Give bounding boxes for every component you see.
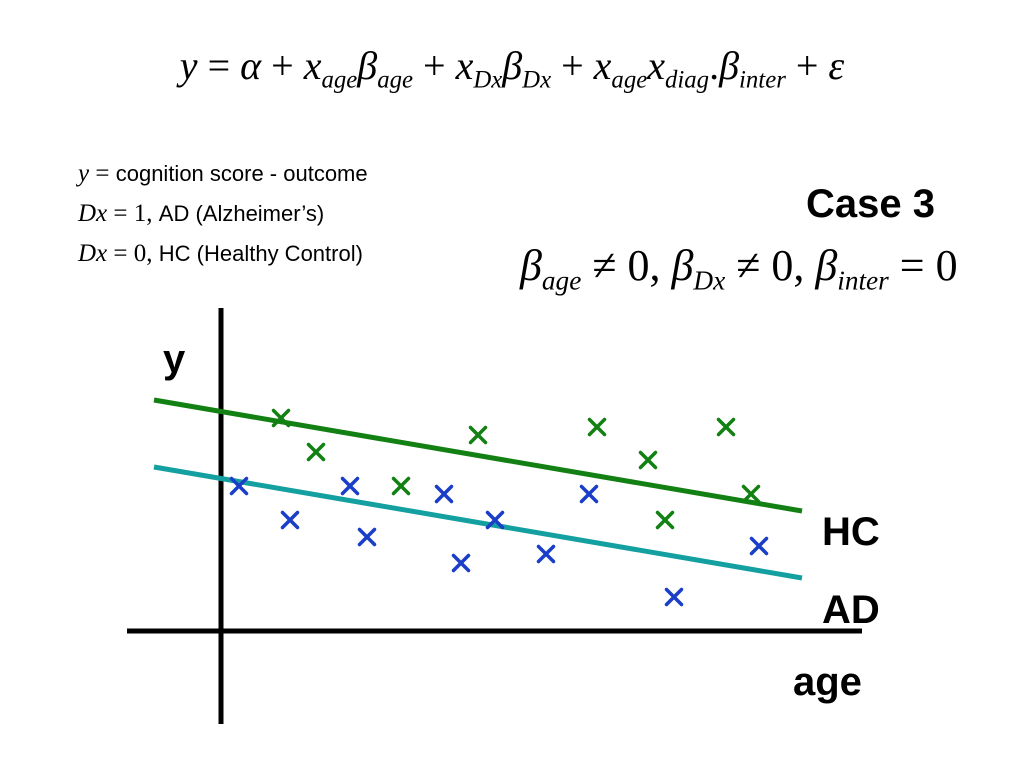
hc-trend-line [153, 397, 803, 514]
case-beta-inter: β [815, 241, 838, 290]
eq-sub-age-1: age [321, 66, 358, 94]
ad-marker [485, 510, 505, 530]
case-beta-age: β [520, 241, 542, 290]
ad-marker [340, 476, 360, 496]
ad-marker [280, 510, 300, 530]
eq-beta-dx: β [502, 43, 523, 88]
ad-line-label: AD [822, 588, 880, 632]
eq-x-diag: x [647, 43, 665, 88]
case-sub-dx: Dx [693, 265, 726, 296]
def-hc-equals: = 0, [107, 240, 159, 267]
ad-marker [749, 536, 769, 556]
eq-sub-dx-2: Dx [522, 66, 552, 94]
hc-markers [271, 408, 761, 530]
eq-beta-age: β [357, 43, 378, 88]
eq-epsilon: ε [828, 43, 845, 88]
ad-marker [579, 484, 599, 504]
hc-marker [716, 417, 736, 437]
hc-marker [587, 417, 607, 437]
hc-marker [468, 425, 488, 445]
eq-x-dx: x [455, 43, 474, 88]
ad-marker [536, 544, 556, 564]
definition-ad: Dx = 1, AD (Alzheimer’s) [78, 200, 324, 228]
ad-marker [229, 476, 249, 496]
case-neq-1: ≠ 0, [581, 241, 672, 290]
hc-marker [655, 510, 675, 530]
hc-marker [306, 442, 326, 462]
def-ad-symbol: Dx [78, 200, 108, 227]
eq-equals: = [197, 43, 241, 88]
case-neq-2: ≠ 0, [725, 241, 816, 290]
case-sub-inter: inter [837, 265, 889, 296]
def-ad-text: AD (Alzheimer’s) [158, 201, 325, 226]
hc-marker [638, 450, 658, 470]
def-y-symbol: y [78, 160, 90, 187]
ad-trend-line [153, 464, 803, 581]
ad-marker [664, 587, 684, 607]
ad-marker [451, 553, 471, 573]
case-eq-0: = 0 [888, 241, 958, 290]
case-beta-dx: β [671, 241, 694, 290]
eq-plus-1: + [261, 43, 304, 88]
eq-plus-3: + [551, 43, 594, 88]
def-y-equals: = [89, 160, 116, 187]
y-axis-label: y [163, 337, 186, 381]
eq-x-age-2: x [593, 43, 612, 88]
eq-y: y [179, 43, 198, 88]
definition-hc: Dx = 0, HC (Healthy Control) [78, 240, 363, 268]
def-hc-text: HC (Healthy Control) [158, 241, 363, 266]
eq-dot: . [709, 43, 720, 88]
eq-alpha: α [240, 43, 262, 88]
eq-sub-age-3: age [611, 66, 648, 94]
eq-sub-inter: inter [739, 66, 786, 94]
case-condition: βage ≠ 0, βDx ≠ 0, βinter = 0 [520, 240, 958, 294]
def-hc-symbol: Dx [78, 240, 108, 267]
case-sub-age: age [541, 265, 582, 296]
case-title: Case 3 [806, 182, 935, 226]
definition-y: y = cognition score - outcome [78, 160, 368, 188]
eq-sub-dx-1: Dx [473, 66, 503, 94]
hc-marker [391, 476, 411, 496]
def-ad-equals: = 1, [107, 200, 159, 227]
eq-beta-inter: β [719, 43, 740, 88]
hc-marker [271, 408, 291, 428]
hc-line-label: HC [822, 510, 880, 554]
eq-sub-diag: diag [665, 66, 710, 94]
eq-plus-4: + [785, 43, 829, 88]
eq-x-age: x [303, 43, 322, 88]
model-equation: y = α + xageβage + xDxβDx + xagexdiag.βi… [0, 42, 1024, 93]
ad-markers [229, 476, 769, 607]
ad-marker [434, 484, 454, 504]
def-y-text: cognition score - outcome [115, 161, 368, 186]
eq-plus-2: + [413, 43, 456, 88]
x-axis-label: age [793, 660, 862, 704]
eq-sub-age-2: age [377, 66, 413, 94]
hc-marker [741, 484, 761, 504]
ad-marker [357, 527, 377, 547]
